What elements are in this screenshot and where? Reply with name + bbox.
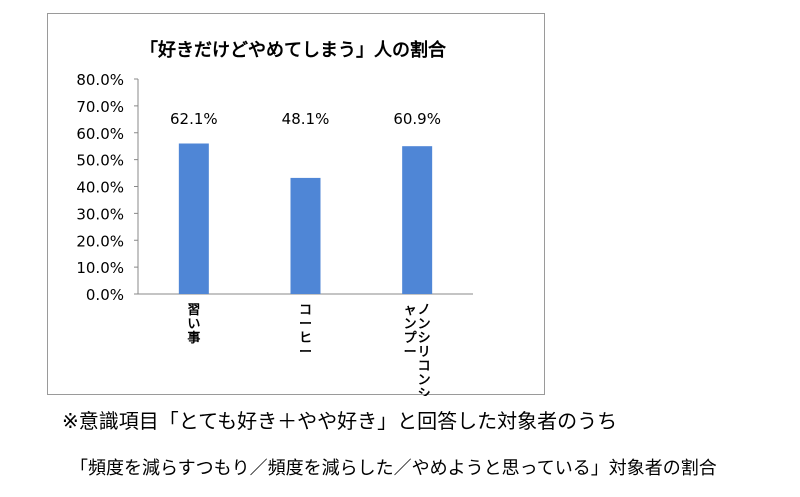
category-label-char: ャ: [404, 303, 417, 318]
category-label-char: ヒ: [299, 331, 312, 346]
bar: [178, 143, 209, 294]
category-label-char: コ: [299, 303, 312, 318]
category-label-char: コ: [418, 359, 431, 374]
category-label-char: シ: [418, 387, 431, 396]
category-label-char: ン: [418, 373, 431, 388]
y-tick-label: 40.0%: [76, 179, 124, 197]
footnote-line-2: 「頻度を減らすつもり／頻度を減らした／やめようと思っている」対象者の割合: [70, 458, 717, 479]
y-tick-label: 0.0%: [86, 286, 124, 304]
bar: [402, 146, 433, 294]
y-tick-label: 60.0%: [76, 125, 124, 143]
category-label-char: シ: [418, 331, 431, 346]
footnote-line-1: ※意識項目「とても好き＋やや好き」と回答した対象者のうち: [62, 409, 618, 433]
bar-chart: 「好きだけどやめてしまう」人の割合 0.0% 10.0% 20.0% 30.0% 40.0…: [76, 39, 473, 396]
y-tick-label: 30.0%: [76, 205, 124, 223]
y-tick-label: 80.0%: [76, 71, 124, 89]
data-label: 60.9%: [393, 110, 441, 128]
y-tick-label: 50.0%: [76, 152, 124, 170]
y-tick-label: 70.0%: [76, 98, 124, 116]
chart-frame: 「好きだけどやめてしまう」人の割合 0.0% 10.0% 20.0% 30.0% 40.0…: [47, 13, 545, 396]
category-label-char: ン: [418, 317, 431, 332]
category-label-char: プ: [404, 331, 418, 346]
y-tick-label: 10.0%: [76, 259, 124, 277]
category-label-char: 事: [187, 330, 200, 346]
y-tick-label: 20.0%: [76, 232, 124, 250]
bar: [290, 177, 321, 294]
category-label-char: ー: [299, 317, 312, 332]
category-label-char: ー: [404, 345, 417, 360]
category-label-char: ン: [404, 317, 417, 332]
chart-title: 「好きだけどやめてしまう」人の割合: [140, 39, 447, 61]
category-label-char: ノ: [418, 303, 431, 318]
category-label-char: い: [187, 317, 200, 332]
category-label-char: ー: [299, 345, 312, 360]
category-label-char: リ: [418, 345, 431, 360]
category-label-char: 習: [187, 303, 200, 318]
data-label: 48.1%: [282, 110, 330, 128]
data-label: 62.1%: [170, 110, 218, 128]
